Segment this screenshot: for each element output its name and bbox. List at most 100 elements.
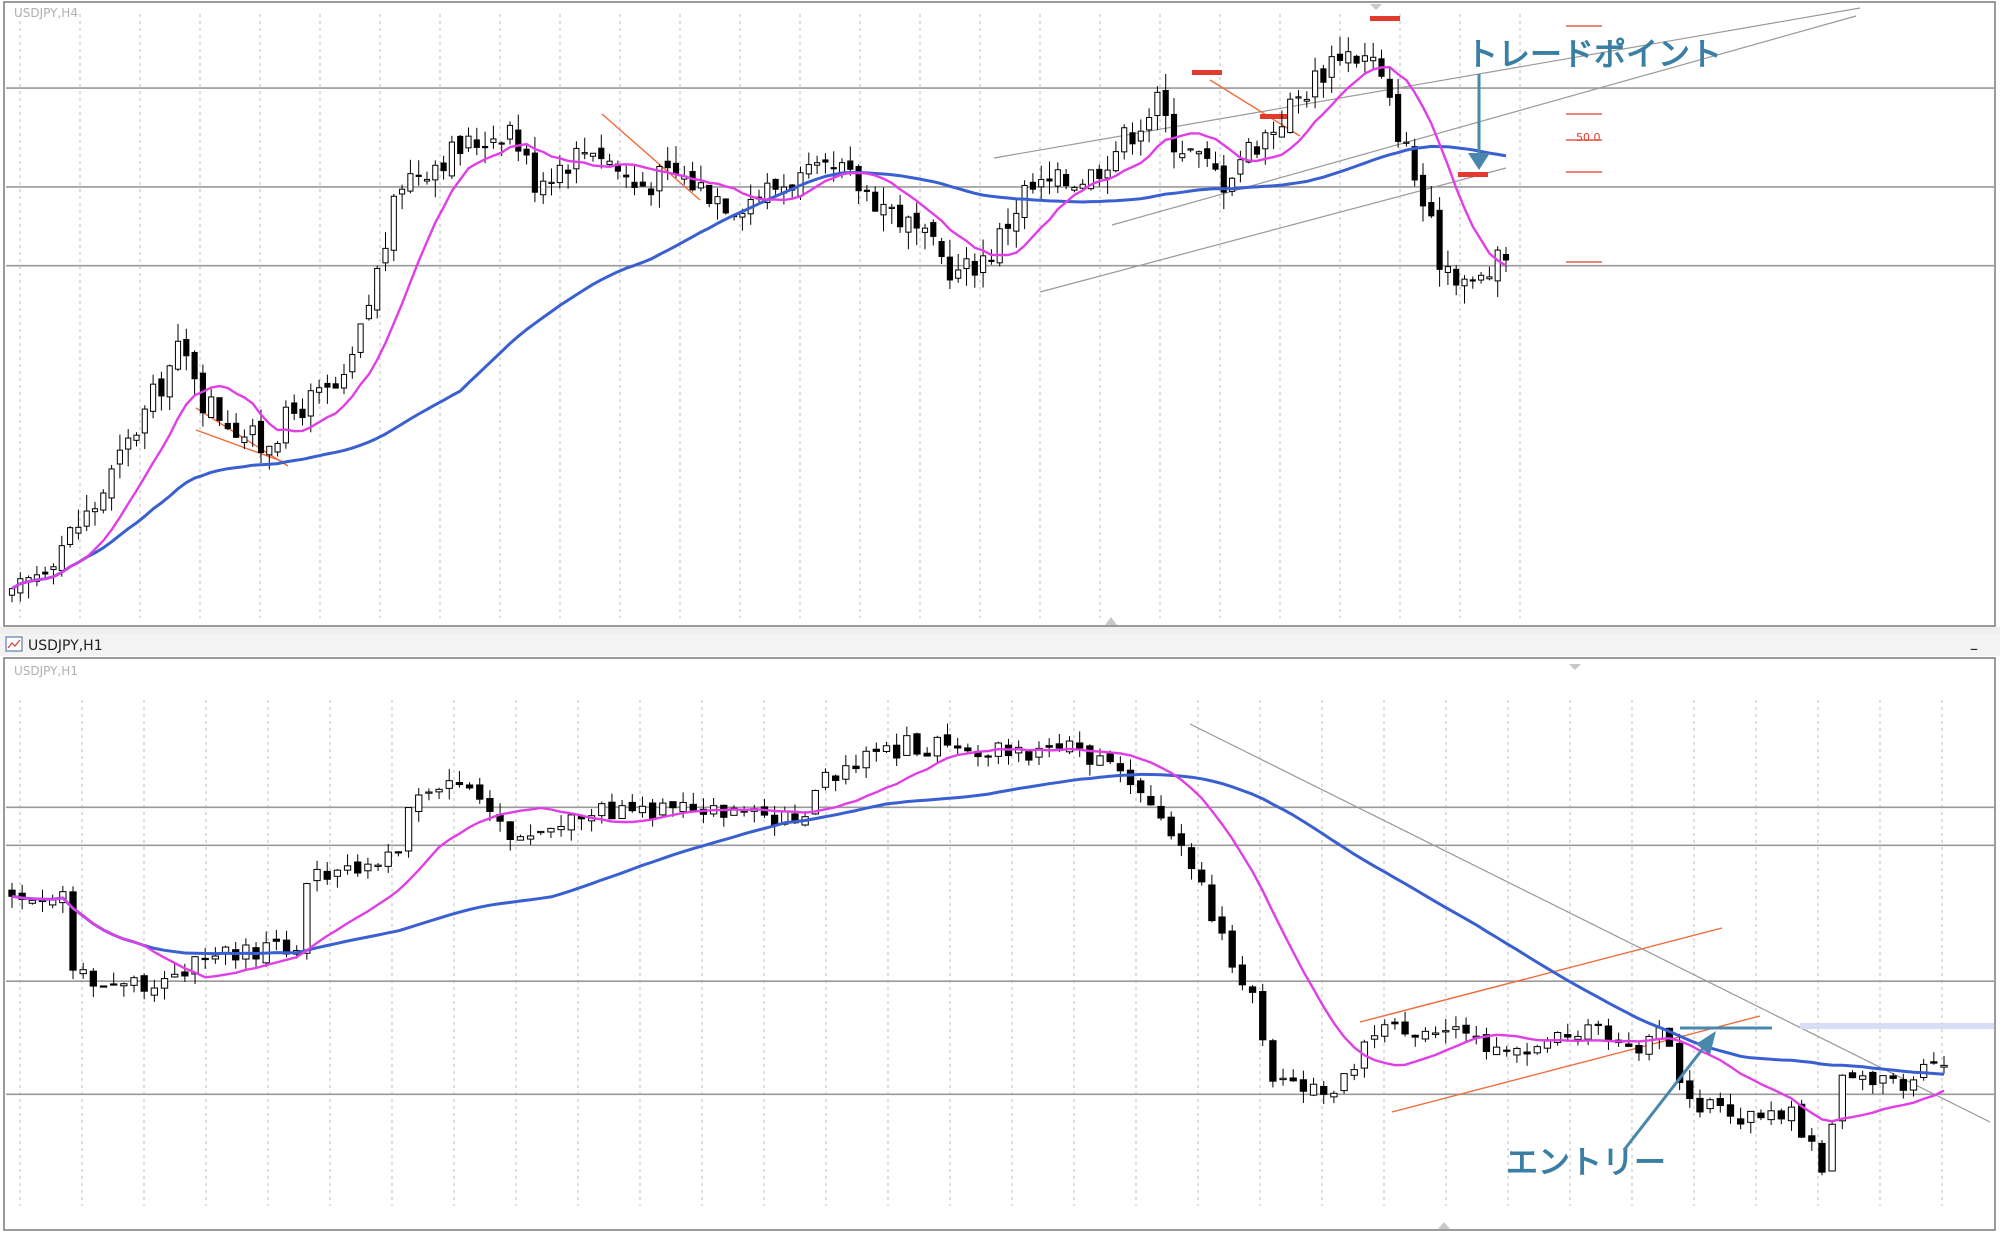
candle-body	[1411, 146, 1418, 181]
candle-body	[547, 827, 555, 833]
candle-body	[1218, 916, 1226, 934]
candle-body	[1716, 1097, 1724, 1106]
candle-body	[1513, 1047, 1521, 1056]
candle-body	[1797, 1103, 1806, 1138]
bottom-panel[interactable]: USDJPY,H1 – USDJPY,H1 エントリー	[0, 634, 2000, 1231]
trend-line	[1189, 723, 1991, 1123]
candle-body	[631, 181, 638, 188]
candle-body	[340, 374, 348, 389]
candle-body	[1021, 184, 1028, 218]
candle-body	[706, 184, 713, 205]
candle-body	[1063, 173, 1070, 187]
candle-body	[1340, 1073, 1348, 1092]
candle-body	[1312, 70, 1319, 98]
candle-body	[8, 588, 16, 596]
candle-body	[984, 755, 992, 758]
candle-body	[374, 864, 382, 867]
candle-body	[1220, 165, 1227, 193]
candle-body	[980, 255, 987, 274]
candle-body	[1336, 53, 1344, 61]
candle-body	[141, 408, 148, 434]
candle-body	[669, 801, 677, 809]
candle-body	[852, 765, 860, 770]
candle-body	[822, 159, 829, 163]
candle-body	[938, 241, 945, 257]
candle-body	[201, 957, 209, 961]
candle-body	[490, 138, 497, 143]
bottom-horizontal-levels[interactable]	[6, 806, 1994, 1096]
candle-body	[623, 174, 630, 178]
candle-body	[1381, 1024, 1389, 1037]
candle-body	[1320, 1086, 1328, 1095]
candle-body	[1757, 1112, 1765, 1119]
candle-body	[1106, 753, 1114, 763]
candle-body	[28, 899, 36, 904]
candle-body	[1909, 1079, 1918, 1091]
candle-body	[1238, 964, 1247, 986]
candle-body	[656, 165, 663, 192]
candle-body	[58, 545, 65, 571]
top-moving-averages	[11, 65, 1507, 590]
candle-body	[1096, 168, 1103, 180]
candle-body	[1295, 96, 1302, 99]
candle-body	[1328, 56, 1335, 78]
candle-body	[1147, 795, 1155, 806]
candle-body	[174, 340, 182, 370]
candle-body	[606, 160, 613, 166]
candle-body	[1330, 1092, 1338, 1098]
candle-body	[1494, 249, 1501, 282]
channel-line-lower	[1391, 1015, 1761, 1113]
channel-line	[1111, 15, 1857, 226]
candle-body	[526, 835, 535, 840]
bottom-shift-marker-icon	[1569, 664, 1581, 670]
candle-body	[272, 938, 281, 942]
candle-body	[476, 784, 484, 800]
candle-body	[1818, 1142, 1826, 1173]
candle-body	[805, 164, 812, 175]
price-highlight-band	[1800, 1023, 1994, 1029]
candle-body	[75, 526, 82, 534]
candle-body	[1096, 755, 1104, 766]
candle-body	[567, 814, 575, 831]
candle-body	[905, 216, 912, 233]
candle-body	[299, 408, 306, 419]
candle-body	[208, 396, 215, 419]
candle-body	[638, 805, 647, 814]
bottom-grid	[19, 700, 1943, 1206]
candle-body	[589, 152, 597, 157]
candle-body	[404, 807, 413, 852]
top-panel[interactable]: USDJPY,H4 50.0 トレードポイント	[3, 1, 1996, 627]
candle-body	[1038, 179, 1045, 188]
candle-body	[1370, 1035, 1379, 1040]
candle-body	[307, 390, 314, 417]
candle-body	[282, 406, 289, 444]
top-panel-frame	[3, 1, 1996, 627]
candle-body	[581, 152, 588, 155]
candle-body	[903, 735, 911, 756]
candle-body	[515, 129, 522, 152]
candle-body	[1859, 1075, 1867, 1080]
candle-body	[1269, 1040, 1277, 1082]
moving-average-fast-line	[11, 747, 1945, 1123]
candle-body	[664, 160, 671, 169]
candle-body	[274, 442, 281, 453]
candle-body	[69, 891, 77, 971]
panel-divider[interactable]	[0, 627, 2000, 635]
candle-body	[354, 861, 362, 874]
candle-body	[465, 135, 472, 149]
candle-body	[598, 803, 606, 817]
bottom-title-bar[interactable]	[0, 634, 2000, 656]
candle-body	[1838, 1074, 1846, 1122]
candle-body	[1279, 1077, 1287, 1081]
bottom-drawings[interactable]	[1189, 723, 1994, 1123]
window-close-button[interactable]: –	[1970, 639, 1978, 658]
candle-body	[166, 365, 173, 398]
candle-body	[1076, 742, 1084, 749]
candle-body	[1198, 869, 1206, 883]
candle-body	[1361, 55, 1368, 62]
candle-body	[399, 188, 406, 195]
candle-body	[1461, 278, 1468, 287]
candle-body	[316, 387, 323, 393]
candle-body	[1278, 126, 1285, 138]
candle-body	[324, 382, 331, 388]
